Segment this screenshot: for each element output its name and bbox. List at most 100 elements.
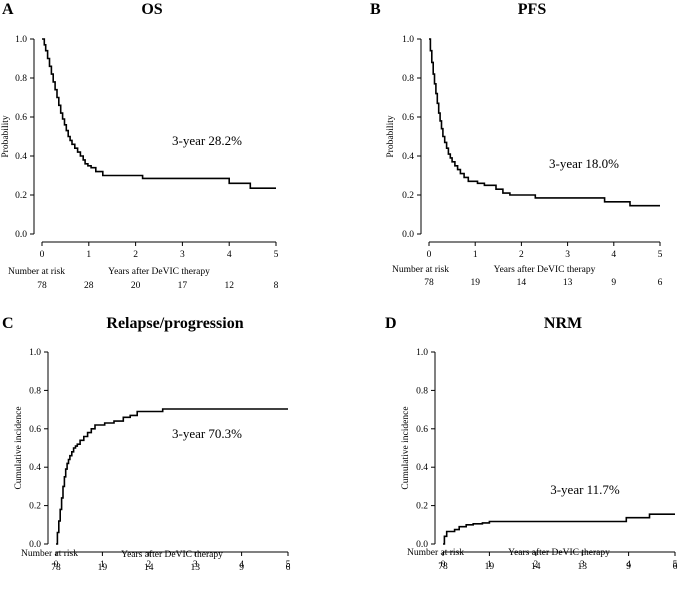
y-tick-label: 0.8: [15, 74, 27, 84]
x-tick-label: 2: [146, 560, 151, 570]
y-tick-label: 0.4: [29, 463, 41, 473]
panel-d: D NRM 0.0 0.2 0.4 0.6 0.8 1.0 0 1 2 3 4 5 Cumulative i…: [385, 315, 678, 572]
x-tick-label: 5: [286, 560, 291, 570]
number-at-risk-label: Number at risk: [392, 265, 449, 275]
y-tick-label: 0.2: [29, 502, 41, 512]
at-risk-count: 8: [274, 281, 279, 291]
panel-letter: C: [2, 315, 14, 332]
x-tick-label: 4: [239, 560, 244, 570]
at-risk-count: 19: [470, 278, 480, 288]
x-tick-label: 5: [274, 250, 279, 260]
y-axis-label: Probability: [386, 115, 396, 157]
y-tick-label: 0.6: [29, 425, 41, 435]
at-risk-count: 6: [673, 562, 678, 572]
survival-curve: [56, 408, 288, 545]
three-year-estimate-label: 3-year 70.3%: [172, 426, 242, 441]
y-tick-label: 0.0: [402, 230, 414, 240]
x-tick-label: 4: [611, 250, 616, 260]
at-risk-count: 13: [190, 563, 200, 573]
x-tick-label: 1: [86, 250, 91, 260]
y-axis-label: Cumulative incidence: [14, 406, 24, 489]
y-tick-label: 0.0: [416, 540, 428, 550]
panel-letter: B: [370, 1, 381, 18]
x-tick-label: 3: [193, 560, 198, 570]
x-axis-label: Years after DeVIC therapy: [108, 266, 210, 277]
y-tick-label: 0.6: [416, 425, 428, 435]
at-risk-count: 19: [485, 562, 495, 572]
panel-letter: D: [385, 315, 397, 332]
x-tick-label: 2: [533, 560, 538, 570]
y-tick-label: 0.8: [416, 386, 428, 396]
at-risk-count: 78: [51, 563, 61, 573]
y-tick-label: 0.8: [402, 74, 414, 84]
y-tick-label: 1.0: [15, 35, 27, 45]
number-at-risk-label: Number at risk: [21, 549, 78, 559]
at-risk-count: 14: [144, 563, 154, 573]
x-tick-label: 5: [658, 250, 663, 260]
y-tick-label: 0.6: [402, 113, 414, 123]
y-tick-label: 0.4: [416, 463, 428, 473]
panel-c: C Relapse/progression 0.0 0.2 0.4 0.6 0.8 1.0 0 1…: [2, 315, 291, 573]
y-tick-label: 0.2: [15, 191, 27, 201]
survival-curve: [443, 513, 675, 545]
at-risk-count: 6: [658, 278, 663, 288]
at-risk-count: 12: [224, 281, 234, 291]
x-tick-label: 2: [519, 250, 524, 260]
panel-title: OS: [141, 1, 162, 18]
at-risk-count: 14: [531, 562, 541, 572]
x-tick-label: 3: [180, 250, 185, 260]
x-tick-label: 4: [626, 560, 631, 570]
y-tick-label: 0.4: [15, 152, 27, 162]
y-tick-label: 0.6: [15, 113, 27, 123]
panel-letter: A: [2, 1, 14, 18]
x-tick-label: 1: [473, 250, 478, 260]
survival-curve: [429, 38, 660, 207]
three-year-estimate-label: 3-year 28.2%: [172, 133, 242, 148]
x-axis-label: Years after DeVIC therapy: [121, 549, 223, 560]
x-tick-label: 0: [54, 560, 59, 570]
x-axis-label: Years after DeVIC therapy: [508, 547, 610, 558]
y-axis-label: Probability: [1, 115, 11, 157]
x-tick-label: 2: [133, 250, 138, 260]
y-tick-label: 0.0: [29, 540, 41, 550]
x-tick-label: 4: [227, 250, 232, 260]
at-risk-count: 6: [286, 563, 291, 573]
at-risk-count: 28: [84, 281, 94, 291]
x-tick-label: 1: [100, 560, 105, 570]
x-tick-label: 0: [441, 560, 446, 570]
panel-title: NRM: [544, 315, 582, 332]
y-tick-label: 0.2: [416, 502, 428, 512]
at-risk-count: 20: [131, 281, 141, 291]
y-tick-label: 1.0: [416, 348, 428, 358]
at-risk-count: 17: [178, 281, 188, 291]
at-risk-count: 78: [438, 562, 448, 572]
panel-title: PFS: [518, 1, 547, 18]
at-risk-count: 14: [517, 278, 527, 288]
x-tick-label: 0: [40, 250, 45, 260]
y-tick-label: 1.0: [29, 348, 41, 358]
at-risk-count: 19: [98, 563, 108, 573]
x-axis-label: Years after DeVIC therapy: [494, 264, 596, 275]
at-risk-count: 9: [611, 278, 616, 288]
x-tick-label: 1: [487, 560, 492, 570]
y-tick-label: 0.8: [29, 386, 41, 396]
panel-b: B PFS 0.0 0.2 0.4 0.6 0.8 1.0 0 1 2 3 4 5 Probability Y…: [370, 1, 663, 288]
at-risk-count: 78: [424, 278, 434, 288]
number-at-risk-label: Number at risk: [8, 267, 65, 277]
x-tick-label: 3: [565, 250, 570, 260]
y-axis-label: Cumulative incidence: [401, 406, 411, 489]
at-risk-count: 13: [577, 562, 587, 572]
three-year-estimate-label: 3-year 11.7%: [550, 482, 620, 497]
y-tick-label: 1.0: [402, 35, 414, 45]
at-risk-count: 9: [239, 563, 244, 573]
number-at-risk-label: Number at risk: [407, 548, 464, 558]
x-tick-label: 3: [580, 560, 585, 570]
survival-curve: [42, 38, 276, 189]
y-tick-label: 0.4: [402, 152, 414, 162]
y-tick-label: 0.0: [15, 230, 27, 240]
panel-a: A OS0.00.20.40.60.81.00 1 2 3 4 5ProbabilityYe…: [1, 1, 279, 291]
at-risk-count: 9: [626, 562, 631, 572]
at-risk-count: 78: [37, 281, 47, 291]
panel-title: Relapse/progression: [106, 315, 243, 332]
